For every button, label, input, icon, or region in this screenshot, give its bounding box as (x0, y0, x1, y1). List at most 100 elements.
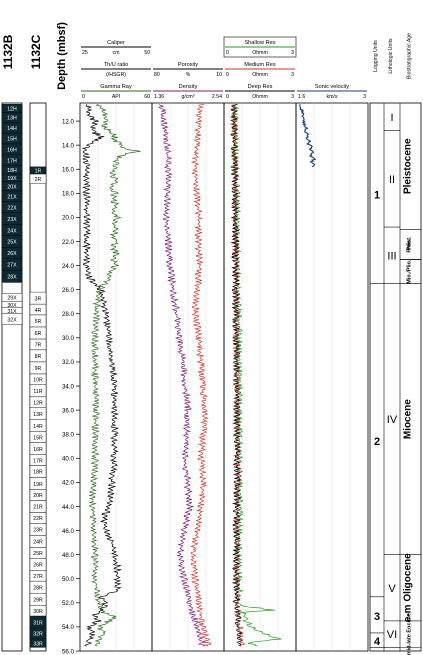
header-max: 3 (291, 50, 294, 56)
core-label: 15H (7, 137, 17, 143)
core-label: 28R (33, 585, 43, 591)
core-label: 23R (33, 528, 43, 534)
lithologic-unit-label: IV (387, 414, 398, 426)
header-min: 25 (82, 50, 88, 56)
depth-tick-label: 18.0 (62, 191, 75, 198)
series-sonic-velocity (299, 104, 317, 168)
header-min: 1.36 (154, 94, 164, 100)
lithologic-unit-label: V (388, 583, 396, 595)
logging-unit-label: 2 (374, 436, 380, 448)
core-label: 30X (7, 303, 17, 309)
series-gamma-ray (88, 103, 141, 647)
depth-tick-label: 44.0 (62, 504, 75, 511)
core-box (1, 313, 23, 325)
core-label: 17R (33, 458, 43, 464)
header-min: 0 (226, 50, 229, 56)
depth-tick-label: 46.0 (62, 528, 75, 535)
core-label: 27R (33, 574, 43, 580)
depth-tick-label: 52.0 (62, 600, 75, 607)
core-label: 13H (7, 116, 17, 122)
series-density (158, 104, 207, 647)
header-units: Ohmm (252, 94, 268, 100)
core-label: 9R (35, 366, 42, 372)
series-porosity (190, 103, 212, 647)
core-label: 25R (33, 551, 43, 557)
header-min: 80 (154, 72, 160, 78)
series-deep-res (230, 103, 243, 647)
core-label: 24X (7, 228, 17, 234)
lithologic-unit-label: III (387, 250, 396, 262)
core-label: 3R (35, 296, 42, 302)
header-name: Gamma Ray (100, 84, 132, 90)
depth-tick-label: 34.0 (62, 383, 75, 390)
series-shallow-res (230, 103, 282, 647)
core-label: 29X (7, 296, 17, 302)
series-caliper (81, 104, 122, 647)
header-name: Medium Res (244, 62, 276, 68)
depth-tick-label: 38.0 (62, 432, 75, 439)
core-label: 14R (33, 424, 43, 430)
depth-tick-label: 42.0 (62, 480, 75, 487)
core-box (1, 270, 23, 283)
header-name: Th/U ratio (104, 62, 129, 68)
header-max: 3 (291, 94, 294, 100)
core-label: 24R (33, 540, 43, 546)
depth-tick-label: 50.0 (62, 576, 75, 583)
core-label: 1R (35, 169, 42, 175)
core-box (29, 173, 47, 184)
depth-tick-label: 26.0 (62, 287, 75, 294)
age-label: Pleistocene (403, 138, 414, 194)
core-label: 22R (33, 516, 43, 522)
units-header: Lithologic Units (388, 38, 394, 74)
depth-axis-label: Depth (mbsf) (56, 22, 68, 90)
header-min: 1.6 (298, 94, 305, 100)
header-units: API (112, 94, 120, 100)
header-max: 3 (291, 72, 294, 78)
header-min: 0 (226, 72, 229, 78)
units-header: Logging Units (373, 40, 379, 72)
age-label: e-m Oligocene (403, 553, 414, 622)
core-label: 32R (33, 632, 43, 638)
depth-tick-label: 54.0 (62, 624, 75, 631)
core-label: 11R (33, 389, 42, 395)
header-name: Sonic velocity (315, 84, 349, 90)
core-label: 12H (7, 107, 17, 113)
depth-tick-label: 32.0 (62, 359, 75, 366)
core-label: 20R (33, 493, 43, 499)
lithologic-unit-label: VI (387, 629, 397, 641)
log-tracks (79, 102, 369, 652)
core-label: 27X (7, 263, 17, 269)
depth-tick-label: 14.0 (62, 142, 75, 149)
core-label: 25X (7, 240, 17, 246)
core-label: 7R (35, 343, 42, 349)
header-name: Shallow Res (244, 40, 275, 46)
hole-label-1132c: 1132C (29, 34, 43, 69)
depth-tick-label: 28.0 (62, 311, 75, 318)
core-label: 26R (33, 562, 43, 568)
age-label: Plio. (407, 238, 413, 250)
core-box (29, 638, 47, 648)
core-label: 5R (35, 319, 42, 325)
header-name: Deep Res (248, 84, 273, 90)
logging-unit-label: 4 (374, 636, 381, 648)
header-max: 3 (363, 94, 366, 100)
depth-tick-label: 12.0 (62, 118, 75, 125)
core-label: 14H (7, 126, 17, 132)
header-units: cm (113, 50, 120, 56)
core-label: 8R (35, 354, 42, 360)
lithologic-unit-label: I (390, 112, 393, 124)
track-headers: Caliper 25 cm 50 Th/U ratio (/HSGR) Gamma Ray 0… (81, 36, 367, 100)
core-label: 22X (7, 205, 17, 211)
core-label: 26X (7, 251, 17, 257)
header-units: Ohmm (252, 50, 268, 56)
core-label: 33R (33, 641, 43, 647)
core-column-frame (1, 102, 23, 652)
age-label: Miocene (403, 399, 414, 439)
age-label: mid-late Eocene (407, 613, 413, 655)
units-frame (369, 102, 422, 652)
header-units: g/cm³ (182, 94, 195, 100)
core-label: 10R (33, 378, 43, 384)
core-label: 19R (33, 482, 43, 488)
core-column-1132c: 1R 2R 3R 4R 5R 6R 7R 8R 9R 10R 11R 12R 13R 14R 15R 16R 1… (29, 102, 47, 652)
